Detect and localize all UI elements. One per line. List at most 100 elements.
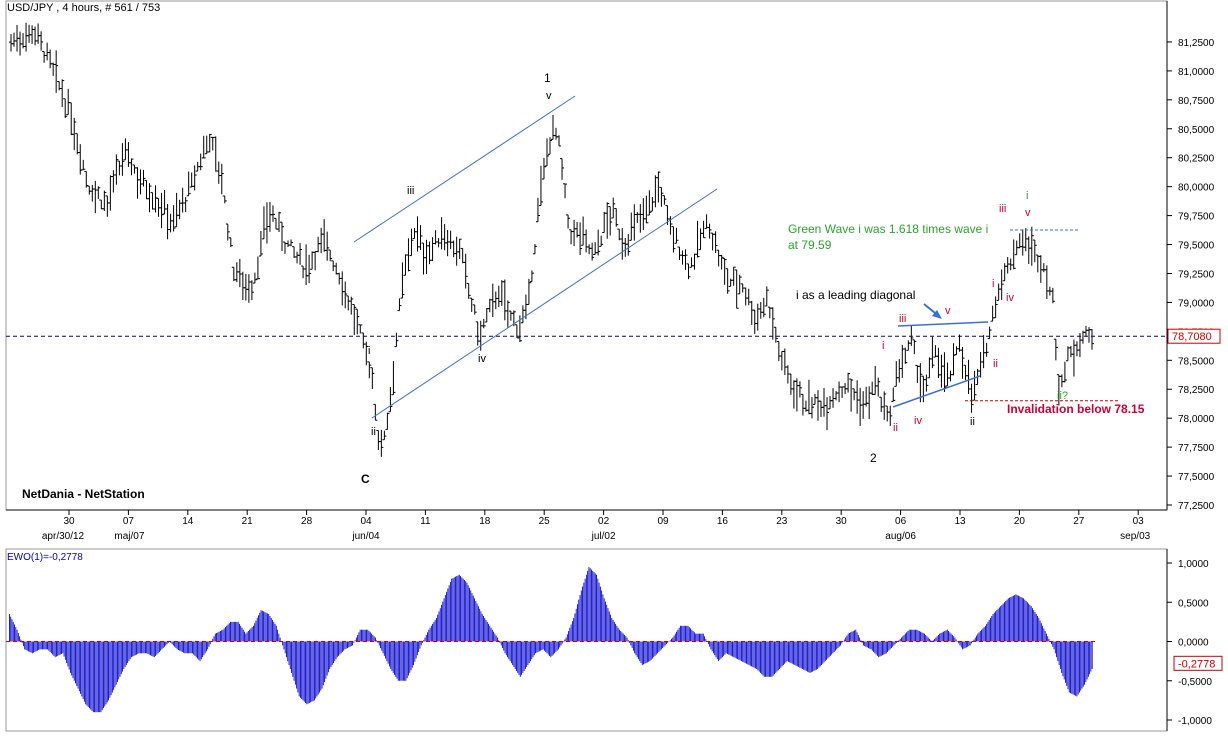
ewo-bar (561, 641, 563, 644)
ewo-bar (536, 641, 538, 653)
ewo-bar (810, 641, 812, 673)
ewo-bar (631, 641, 633, 649)
ewo-bar (563, 641, 564, 642)
ewo-bar (380, 641, 381, 649)
price-bar (153, 185, 158, 213)
ewo-bar (401, 641, 403, 681)
ewo-bar (765, 641, 767, 677)
ewo-bar (896, 641, 897, 643)
price-bar (481, 318, 486, 329)
ewo-bar (190, 641, 192, 654)
wave-iv-red2-label: iv (1006, 292, 1014, 304)
ewo-bar (339, 641, 341, 655)
ewo-bar (236, 621, 238, 642)
ewo-bar (189, 641, 191, 654)
ewo-bar (344, 641, 346, 650)
ewo-bar (137, 641, 139, 654)
ewo-bar (594, 573, 596, 642)
ewo-bar (120, 641, 122, 675)
ewo-bar (683, 625, 685, 642)
ewo-bar (1015, 594, 1017, 642)
ewo-bar (303, 641, 305, 702)
ewo-bar (300, 641, 301, 698)
ewo-bar (352, 641, 353, 646)
ewo-bar (799, 641, 801, 668)
ewo-bar (33, 641, 35, 653)
ewo-bar (847, 633, 849, 642)
ewo-label: EWO(1)=-0,2778 (7, 552, 83, 563)
ewo-bar (528, 641, 530, 664)
ewo-bar (766, 641, 768, 677)
ewo-bar (894, 641, 896, 645)
ewo-bar (221, 630, 223, 642)
ewo-bar (69, 641, 71, 673)
ewo-bar (601, 590, 603, 642)
ewo-bar (625, 636, 627, 642)
ewo-bar (1023, 598, 1024, 642)
ewo-bar (448, 585, 450, 642)
ewo-bar (278, 633, 280, 642)
ewo-bar (827, 641, 829, 659)
price-bar (846, 372, 851, 393)
ewo-bar (910, 629, 911, 642)
ewo-bar (451, 578, 453, 642)
ewo-bar (516, 641, 517, 671)
price-bar (60, 79, 65, 107)
ewo-bar (804, 641, 806, 671)
ewo-bar (17, 632, 19, 642)
ewo-bar (11, 619, 13, 642)
ewo-bar (639, 641, 641, 662)
ewo-bar (752, 641, 754, 668)
ewo-bar (643, 641, 645, 665)
ewo-bar (364, 629, 366, 642)
ewo-bar (986, 623, 988, 642)
indicator-axis-ticks: 1,0000 0,5000 0,0000 -0,5000 -1,0000 (1167, 559, 1212, 727)
ewo-bar (28, 641, 29, 652)
ewo-bar (557, 641, 559, 650)
ewo-bar (127, 641, 129, 664)
price-bar (888, 405, 893, 426)
ewo-bar (81, 641, 83, 697)
price-bar (912, 339, 917, 355)
ewo-bar (677, 629, 679, 642)
ewo-bar (859, 637, 861, 642)
ewo-bar (349, 641, 351, 647)
ewo-bar (654, 641, 656, 656)
ewo-bar (948, 631, 949, 642)
ewo-bar (711, 641, 713, 652)
ewo-bar (347, 641, 348, 649)
ewo-bar (1032, 608, 1033, 642)
ewo-bar (714, 641, 716, 656)
ewo-bar (589, 568, 591, 642)
ewo-bar (580, 590, 582, 642)
ewo-bar (258, 615, 259, 642)
time-tick-label: 30 (836, 516, 848, 527)
ewo-bar (45, 641, 47, 650)
ewo-bar (718, 641, 719, 662)
ewo-bar (676, 631, 678, 642)
ewo-bar (866, 641, 868, 648)
ewo-bar (713, 641, 714, 654)
ewo-bar (949, 632, 951, 642)
ewo-bar (100, 641, 102, 713)
ewo-bar (29, 641, 31, 652)
ewo-bar (946, 629, 948, 642)
ewo-bar (498, 640, 500, 642)
ewo-bar (490, 627, 492, 642)
ewo-bar (864, 641, 866, 647)
ewo-bar (71, 641, 73, 676)
ewo-bar (455, 576, 456, 642)
ewo-bar (591, 569, 592, 642)
ewo-bar (266, 613, 268, 642)
ewo-bar (732, 641, 733, 657)
ewo-bar (358, 632, 360, 642)
ewo-bar (251, 627, 253, 642)
ewo-bar (851, 631, 853, 642)
ewo-bar (31, 641, 33, 654)
ewo-bar (117, 641, 118, 683)
price-bar (608, 206, 613, 236)
wave-iv-label: iv (478, 353, 486, 365)
price-bar (54, 50, 59, 93)
ewo-bar (152, 641, 154, 657)
ewo-bar (918, 631, 920, 642)
